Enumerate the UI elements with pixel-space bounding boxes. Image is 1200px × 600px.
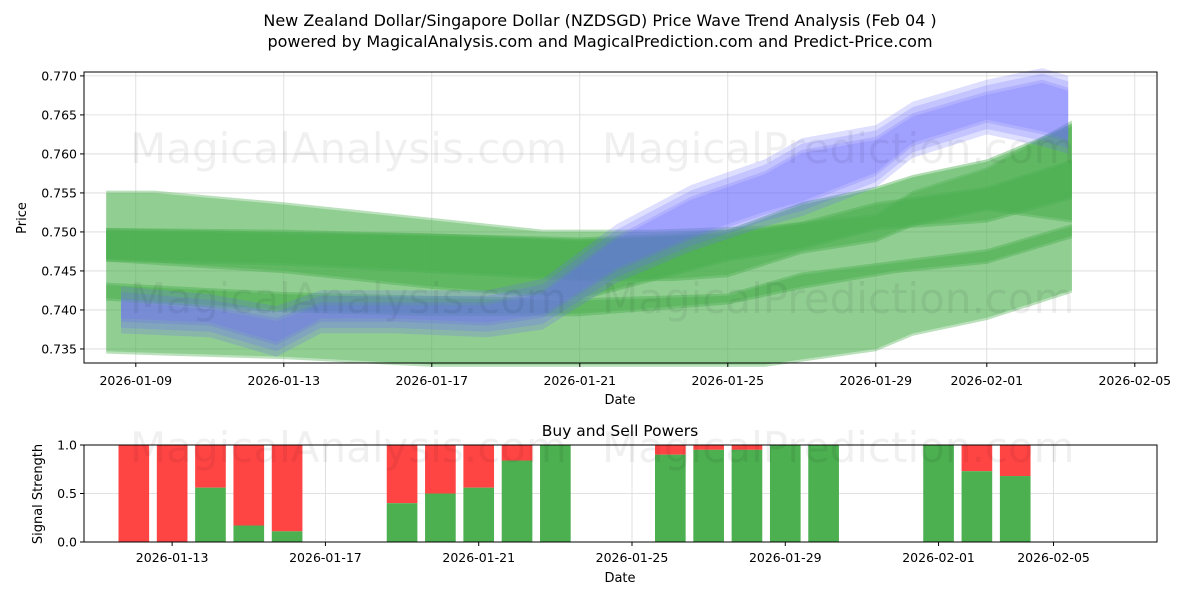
price-ytick-label-7: 0.770: [41, 68, 77, 83]
price-ytick-label-5: 0.760: [41, 146, 77, 161]
price-xtick-label-0: 2026-01-09: [99, 373, 172, 388]
sell-bar-2: [195, 445, 226, 488]
band-blue-wave-layer-3: [121, 82, 1069, 342]
powers-watermarks: MagicalAnalysis.com MagicalPrediction.co…: [130, 423, 1075, 472]
buy-bar-2: [195, 487, 226, 542]
powers-ytick-label-0: 0.0: [57, 535, 77, 550]
powers-chart-title: Buy and Sell Powers: [542, 422, 699, 440]
series-green-low-band: [106, 224, 1072, 317]
price-xtick-label-6: 2026-02-01: [950, 373, 1023, 388]
price-ytick-label-0: 0.735: [41, 341, 77, 356]
series-green-dark-band: [106, 159, 1072, 301]
powers-xtick-label-2: 2026-01-21: [442, 550, 515, 565]
price-x-ticks: 2026-01-09 2026-01-13 2026-01-17 2026-01-21…: [99, 363, 1171, 388]
price-plot-frame: [83, 71, 1158, 364]
price-y-axis-label: Price: [15, 202, 30, 234]
price-xtick-label-4: 2026-01-25: [691, 373, 764, 388]
sell-bar-11: [693, 445, 724, 450]
sell-bar-0: [118, 445, 150, 542]
price-x-axis-label: Date: [604, 393, 635, 408]
watermark-prediction-bottom: MagicalPrediction.com: [602, 423, 1075, 472]
band-green-low-band-layer-1: [106, 226, 1072, 314]
series-green-mid-band: [106, 124, 1072, 282]
chart-title-line1: New Zealand Dollar/Singapore Dollar (NZD…: [263, 11, 936, 30]
band-green-mid-band-layer-0: [106, 124, 1072, 282]
band-blue-wave-layer-0: [121, 68, 1069, 357]
sell-bar-8: [501, 445, 533, 461]
price-xtick-label-3: 2026-01-21: [543, 373, 616, 388]
powers-ytick-label-1: 0.5: [57, 486, 77, 501]
powers-xtick-label-1: 2026-01-17: [289, 550, 362, 565]
powers-ytick-label-2: 1.0: [57, 438, 77, 453]
powers-y-ticks: 0.0 0.5 1.0: [57, 438, 84, 550]
price-ytick-label-1: 0.740: [41, 302, 77, 317]
buy-bar-16: [961, 471, 993, 542]
band-blue-wave-layer-1: [121, 73, 1069, 352]
chart-title-line2: powered by MagicalAnalysis.com and Magic…: [267, 32, 932, 51]
watermark-prediction-lower: MagicalPrediction.com: [602, 274, 1075, 323]
price-ytick-label-3: 0.750: [41, 224, 77, 239]
powers-bars: [118, 445, 1031, 542]
sell-bar-5: [386, 445, 418, 504]
sell-bar-10: [654, 445, 686, 455]
price-ytick-label-2: 0.745: [41, 263, 77, 278]
watermark-prediction: MagicalPrediction.com: [602, 124, 1075, 173]
band-green-wide-band-layer-1: [106, 122, 1072, 365]
series-green-wide-band: [106, 120, 1072, 367]
price-bands: [106, 68, 1072, 367]
band-green-low-band-layer-0: [106, 224, 1072, 317]
sell-bar-17: [999, 445, 1031, 477]
price-grid: [84, 72, 1157, 363]
buy-bar-4: [271, 531, 303, 542]
sell-bar-6: [425, 445, 456, 494]
powers-y-axis-label: Signal Strength: [31, 444, 46, 544]
powers-xtick-label-4: 2026-01-29: [749, 550, 822, 565]
band-green-wide-band-layer-0: [106, 120, 1072, 367]
price-xtick-label-2: 2026-01-17: [395, 373, 468, 388]
sell-bar-7: [463, 445, 495, 488]
band-blue-wave-layer-2: [121, 79, 1069, 346]
powers-xtick-label-3: 2026-01-25: [596, 550, 669, 565]
series-blue-wave: [121, 68, 1069, 357]
band-green-mid-band-layer-1: [106, 126, 1072, 279]
price-xtick-label-5: 2026-01-29: [839, 373, 912, 388]
watermark-analysis-lower: MagicalAnalysis.com: [130, 274, 567, 323]
sell-bar-12: [731, 445, 763, 450]
price-y-ticks: 0.735 0.740 0.745 0.750 0.755 0.760 0.765 0.770: [41, 68, 84, 356]
powers-xtick-label-5: 2026-02-01: [902, 550, 975, 565]
watermark-analysis-bottom: MagicalAnalysis.com: [130, 423, 567, 472]
buy-bar-7: [463, 487, 495, 542]
buy-bar-10: [654, 454, 686, 542]
buy-bar-13: [769, 445, 801, 542]
price-xtick-label-1: 2026-01-13: [247, 373, 320, 388]
buy-bar-9: [540, 445, 571, 542]
powers-xtick-label-0: 2026-01-13: [136, 550, 209, 565]
powers-x-ticks: 2026-01-13 2026-01-17 2026-01-21 2026-01-25…: [136, 542, 1090, 565]
sell-bar-16: [961, 445, 993, 472]
sell-bar-4: [271, 445, 303, 532]
band-green-dark-band-layer-1: [106, 161, 1072, 299]
sell-bar-3: [233, 445, 265, 526]
watermark-analysis: MagicalAnalysis.com: [130, 124, 567, 173]
buy-bar-3: [233, 525, 265, 542]
price-ytick-label-6: 0.765: [41, 107, 77, 122]
buy-bar-11: [693, 449, 724, 542]
buy-bar-17: [999, 476, 1031, 542]
buy-bar-6: [425, 493, 456, 542]
buy-bar-15: [923, 445, 954, 542]
price-watermarks: MagicalAnalysis.com MagicalPrediction.co…: [130, 124, 1075, 323]
price-xtick-label-7: 2026-02-05: [1098, 373, 1171, 388]
buy-bar-8: [501, 460, 533, 542]
buy-bar-12: [731, 449, 763, 542]
band-green-dark-band-layer-0: [106, 159, 1072, 301]
buy-bar-14: [808, 445, 839, 542]
buy-bar-5: [386, 503, 418, 542]
powers-x-axis-label: Date: [604, 571, 635, 586]
price-ytick-label-4: 0.755: [41, 185, 77, 200]
sell-bar-1: [156, 445, 188, 542]
powers-xtick-label-6: 2026-02-05: [1017, 550, 1090, 565]
